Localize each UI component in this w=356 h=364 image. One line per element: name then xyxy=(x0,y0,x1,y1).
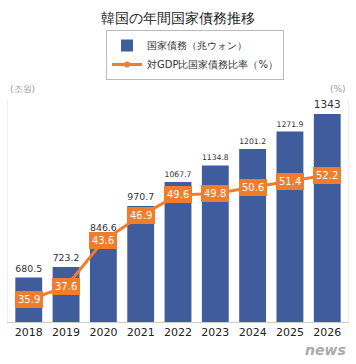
svg-text:51.4: 51.4 xyxy=(279,176,301,187)
svg-text:1343: 1343 xyxy=(314,98,341,110)
svg-text:43.6: 43.6 xyxy=(92,235,114,246)
svg-text:1134.8: 1134.8 xyxy=(202,153,229,162)
svg-text:2019: 2019 xyxy=(52,326,80,339)
svg-text:52.2: 52.2 xyxy=(316,170,338,181)
svg-text:韓国の年間国家債務推移: 韓国の年間国家債務推移 xyxy=(101,10,255,26)
svg-text:46.9: 46.9 xyxy=(130,210,152,221)
svg-text:1067.7: 1067.7 xyxy=(165,170,192,179)
svg-text:49.6: 49.6 xyxy=(167,189,189,200)
svg-text:723.2: 723.2 xyxy=(53,252,80,263)
svg-text:970.7: 970.7 xyxy=(127,191,154,202)
svg-text:2021: 2021 xyxy=(127,326,155,339)
svg-text:対GDP比国家債務比率（%）: 対GDP比国家債務比率（%） xyxy=(147,59,278,70)
svg-text:50.6: 50.6 xyxy=(242,182,264,193)
svg-text:news: news xyxy=(305,342,346,358)
svg-text:2018: 2018 xyxy=(15,326,43,339)
svg-text:37.6: 37.6 xyxy=(55,281,77,292)
svg-text:680.5: 680.5 xyxy=(15,263,42,274)
svg-text:2020: 2020 xyxy=(89,326,117,339)
svg-text:49.8: 49.8 xyxy=(204,188,226,199)
svg-text:1201.2: 1201.2 xyxy=(239,137,266,146)
svg-text:2025: 2025 xyxy=(276,326,304,339)
svg-text:(%): (%) xyxy=(330,84,346,94)
svg-text:1271.9: 1271.9 xyxy=(277,120,304,129)
svg-text:2024: 2024 xyxy=(239,326,267,339)
svg-text:(조원): (조원) xyxy=(10,84,35,94)
svg-text:国家債務（兆ウォン）: 国家債務（兆ウォン） xyxy=(147,40,247,51)
svg-text:2022: 2022 xyxy=(164,326,192,339)
svg-text:35.9: 35.9 xyxy=(18,294,40,305)
svg-text:2023: 2023 xyxy=(201,326,229,339)
svg-text:846.6: 846.6 xyxy=(90,222,117,233)
svg-text:2026: 2026 xyxy=(313,326,341,339)
